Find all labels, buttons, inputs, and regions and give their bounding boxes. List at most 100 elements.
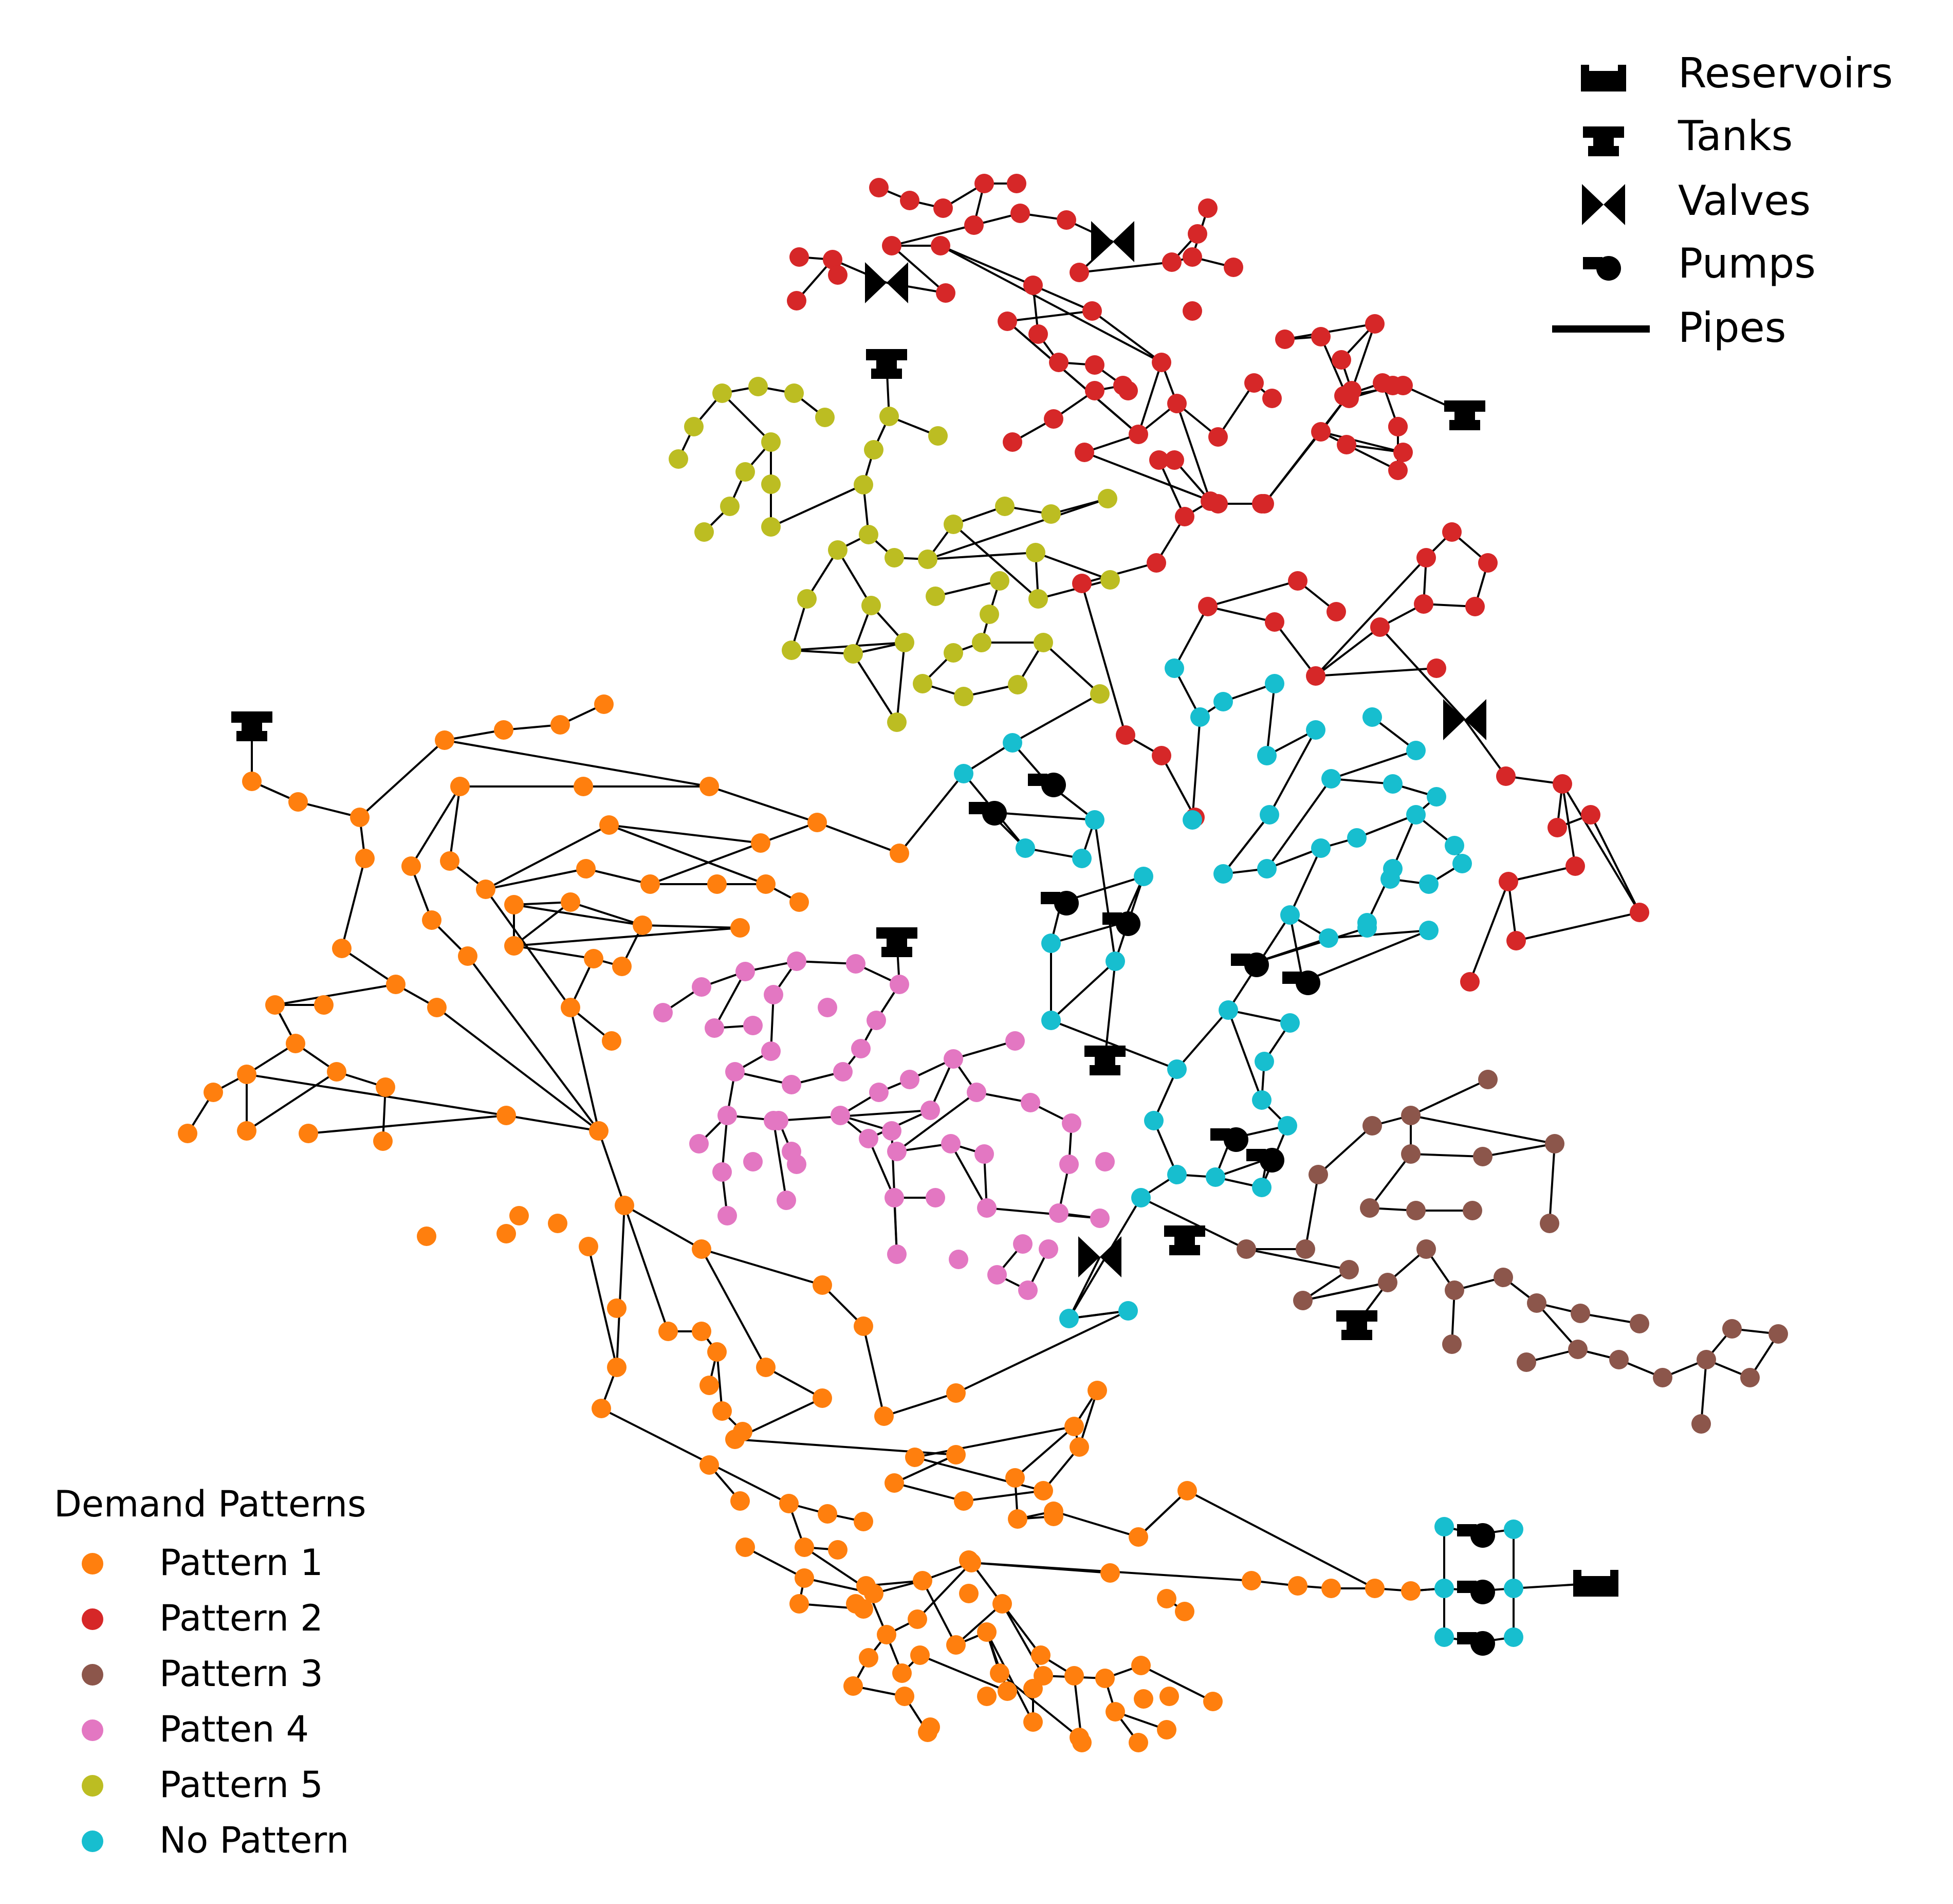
pipe bbox=[308, 1114, 507, 1134]
pipe bbox=[1331, 778, 1393, 785]
junction-node bbox=[694, 522, 714, 542]
junction-node bbox=[376, 1077, 395, 1097]
pattern-4-swatch bbox=[82, 1719, 103, 1741]
junction-node bbox=[496, 1224, 516, 1243]
junction-node bbox=[1049, 1203, 1068, 1223]
junction-node bbox=[787, 951, 806, 971]
reservoir-icon bbox=[1581, 65, 1626, 91]
junction-node bbox=[910, 1645, 930, 1665]
junction-node bbox=[1365, 1579, 1385, 1598]
junction-node bbox=[355, 849, 375, 868]
junction-node bbox=[1085, 355, 1104, 375]
pipe bbox=[914, 1425, 1075, 1458]
pipe bbox=[1302, 929, 1429, 983]
legend-title: Demand Patterns bbox=[54, 1483, 366, 1525]
pipe bbox=[642, 924, 741, 929]
pipe bbox=[609, 824, 761, 844]
pipe bbox=[1053, 1510, 1139, 1538]
junction-node bbox=[450, 777, 470, 796]
junction-node bbox=[1131, 1656, 1151, 1675]
pipe bbox=[650, 842, 761, 885]
junction-node bbox=[946, 1383, 966, 1403]
pipe bbox=[1304, 1174, 1319, 1250]
pipe bbox=[467, 955, 600, 1132]
symbols-layer bbox=[231, 221, 1618, 1656]
junction-node bbox=[920, 1101, 940, 1120]
pipe bbox=[778, 1109, 931, 1122]
pipe bbox=[609, 824, 766, 885]
junction-node bbox=[1499, 872, 1518, 891]
junction-node bbox=[795, 1568, 814, 1588]
pipe bbox=[1014, 1425, 1075, 1479]
legend-label: Tanks bbox=[1678, 112, 1793, 160]
legend-item-pattern-4: Patten 4 bbox=[82, 1708, 309, 1750]
junction-node bbox=[818, 998, 837, 1017]
junction-node bbox=[1568, 1340, 1588, 1359]
junction-node bbox=[1293, 1291, 1313, 1310]
junction-node bbox=[584, 949, 603, 968]
tank-icon bbox=[1444, 400, 1485, 430]
pipe bbox=[359, 739, 446, 818]
junction-node bbox=[1003, 733, 1022, 753]
valve-icon bbox=[1582, 184, 1625, 225]
reservoir-icon bbox=[1573, 1570, 1618, 1597]
pipe bbox=[1469, 881, 1509, 982]
pump-icon bbox=[969, 801, 1007, 826]
junction-node bbox=[1547, 818, 1567, 837]
junction-node bbox=[1100, 1563, 1120, 1583]
junction-node bbox=[998, 312, 1017, 331]
pipe bbox=[989, 811, 1095, 821]
pipe bbox=[862, 1326, 885, 1417]
tank-icon bbox=[1583, 126, 1624, 156]
junction-node bbox=[815, 408, 835, 427]
pipe bbox=[1507, 881, 1517, 941]
junction-node bbox=[1162, 252, 1182, 272]
legend-label: Pattern 3 bbox=[159, 1653, 323, 1695]
junction-node bbox=[1023, 1712, 1043, 1732]
pipe bbox=[963, 1490, 1044, 1502]
pipe bbox=[587, 1246, 618, 1368]
junction-node bbox=[782, 1075, 801, 1094]
junction-node bbox=[859, 525, 878, 544]
junction-node bbox=[900, 191, 919, 210]
tank-icon bbox=[876, 927, 917, 957]
junction-node bbox=[1157, 1720, 1176, 1740]
pipe bbox=[1561, 783, 1641, 913]
junction-node bbox=[1630, 1314, 1649, 1333]
junction-node bbox=[1478, 1070, 1498, 1089]
pump-icon bbox=[1231, 953, 1269, 977]
junction-node bbox=[1553, 774, 1572, 794]
pipe bbox=[701, 1249, 767, 1368]
junction-node bbox=[1085, 810, 1104, 830]
junction-node bbox=[807, 813, 827, 832]
junction-node bbox=[1465, 597, 1485, 616]
junction-node bbox=[1571, 1304, 1590, 1323]
junction-node bbox=[846, 1594, 865, 1614]
legend-item-pipes: Pipes bbox=[1552, 304, 1786, 352]
junction-node bbox=[612, 957, 632, 976]
pipe bbox=[1536, 1302, 1579, 1350]
junction-node bbox=[913, 674, 932, 693]
junction-node bbox=[843, 644, 863, 664]
junction-node bbox=[237, 1065, 256, 1084]
legend-label: Pattern 2 bbox=[159, 1597, 323, 1639]
junction-node bbox=[1332, 350, 1351, 370]
legend-label: Reservoirs bbox=[1678, 49, 1893, 97]
legend-symbols: Reservoirs Tanks Valves Pumps Pipes bbox=[1552, 49, 1893, 352]
pipe bbox=[1033, 284, 1093, 312]
pipe bbox=[1160, 755, 1196, 818]
junction-node bbox=[877, 1625, 896, 1644]
junction-node bbox=[1090, 684, 1110, 704]
junction-node bbox=[602, 1031, 621, 1051]
junction-node bbox=[237, 1121, 256, 1141]
junction-node bbox=[1167, 394, 1187, 413]
junction-node bbox=[1085, 381, 1104, 400]
pipe bbox=[585, 868, 651, 885]
pipe bbox=[940, 245, 1034, 286]
junction-node bbox=[1201, 491, 1220, 511]
junction-node bbox=[831, 1106, 850, 1125]
junction-node bbox=[977, 1198, 997, 1218]
junction-node bbox=[1406, 805, 1426, 825]
junction-node bbox=[980, 605, 999, 624]
junction-node bbox=[1219, 1000, 1238, 1020]
